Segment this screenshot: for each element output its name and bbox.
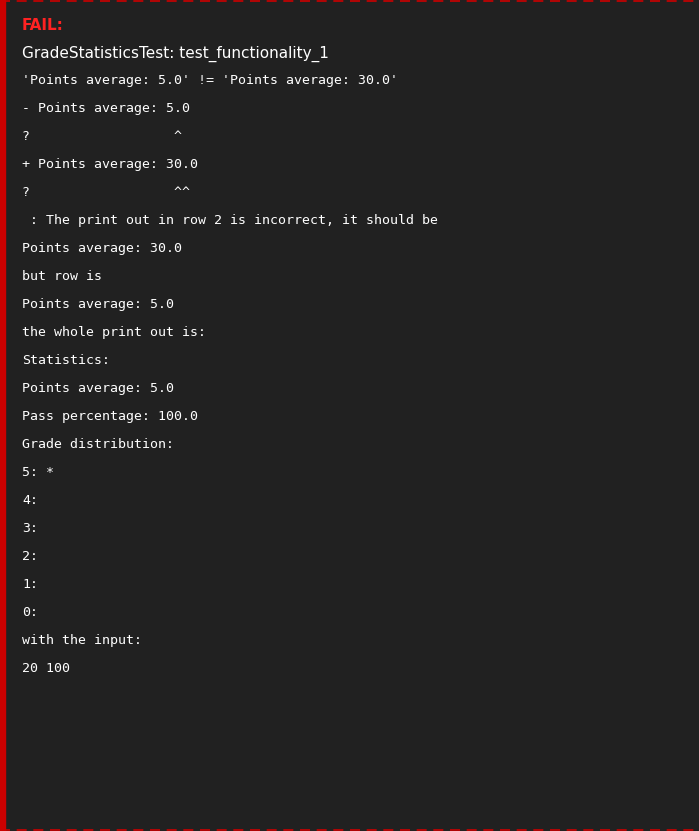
- Text: 0:: 0:: [22, 606, 38, 619]
- Text: the whole print out is:: the whole print out is:: [22, 326, 206, 339]
- Text: 2:: 2:: [22, 550, 38, 563]
- Text: 'Points average: 5.0' != 'Points average: 30.0': 'Points average: 5.0' != 'Points average…: [22, 74, 398, 87]
- Text: 1:: 1:: [22, 578, 38, 591]
- Text: 20 100: 20 100: [22, 662, 70, 675]
- Text: FAIL:: FAIL:: [22, 18, 64, 33]
- Bar: [0, 0, 5, 831]
- Text: 5: *: 5: *: [22, 466, 54, 479]
- Text: GradeStatisticsTest: test_functionality_1: GradeStatisticsTest: test_functionality_…: [22, 46, 329, 62]
- Text: but row is: but row is: [22, 270, 102, 283]
- Text: Statistics:: Statistics:: [22, 354, 110, 367]
- Text: ?                  ^: ? ^: [22, 130, 182, 143]
- Text: 4:: 4:: [22, 494, 38, 507]
- Text: : The print out in row 2 is incorrect, it should be: : The print out in row 2 is incorrect, i…: [22, 214, 438, 227]
- Text: + Points average: 30.0: + Points average: 30.0: [22, 158, 198, 171]
- Text: 3:: 3:: [22, 522, 38, 535]
- Text: Points average: 5.0: Points average: 5.0: [22, 298, 174, 311]
- Text: Grade distribution:: Grade distribution:: [22, 438, 174, 451]
- Text: with the input:: with the input:: [22, 634, 142, 647]
- Text: ?                  ^^: ? ^^: [22, 186, 190, 199]
- Text: Points average: 5.0: Points average: 5.0: [22, 382, 174, 395]
- Text: Pass percentage: 100.0: Pass percentage: 100.0: [22, 410, 198, 423]
- Text: Points average: 30.0: Points average: 30.0: [22, 242, 182, 255]
- Text: - Points average: 5.0: - Points average: 5.0: [22, 102, 190, 115]
